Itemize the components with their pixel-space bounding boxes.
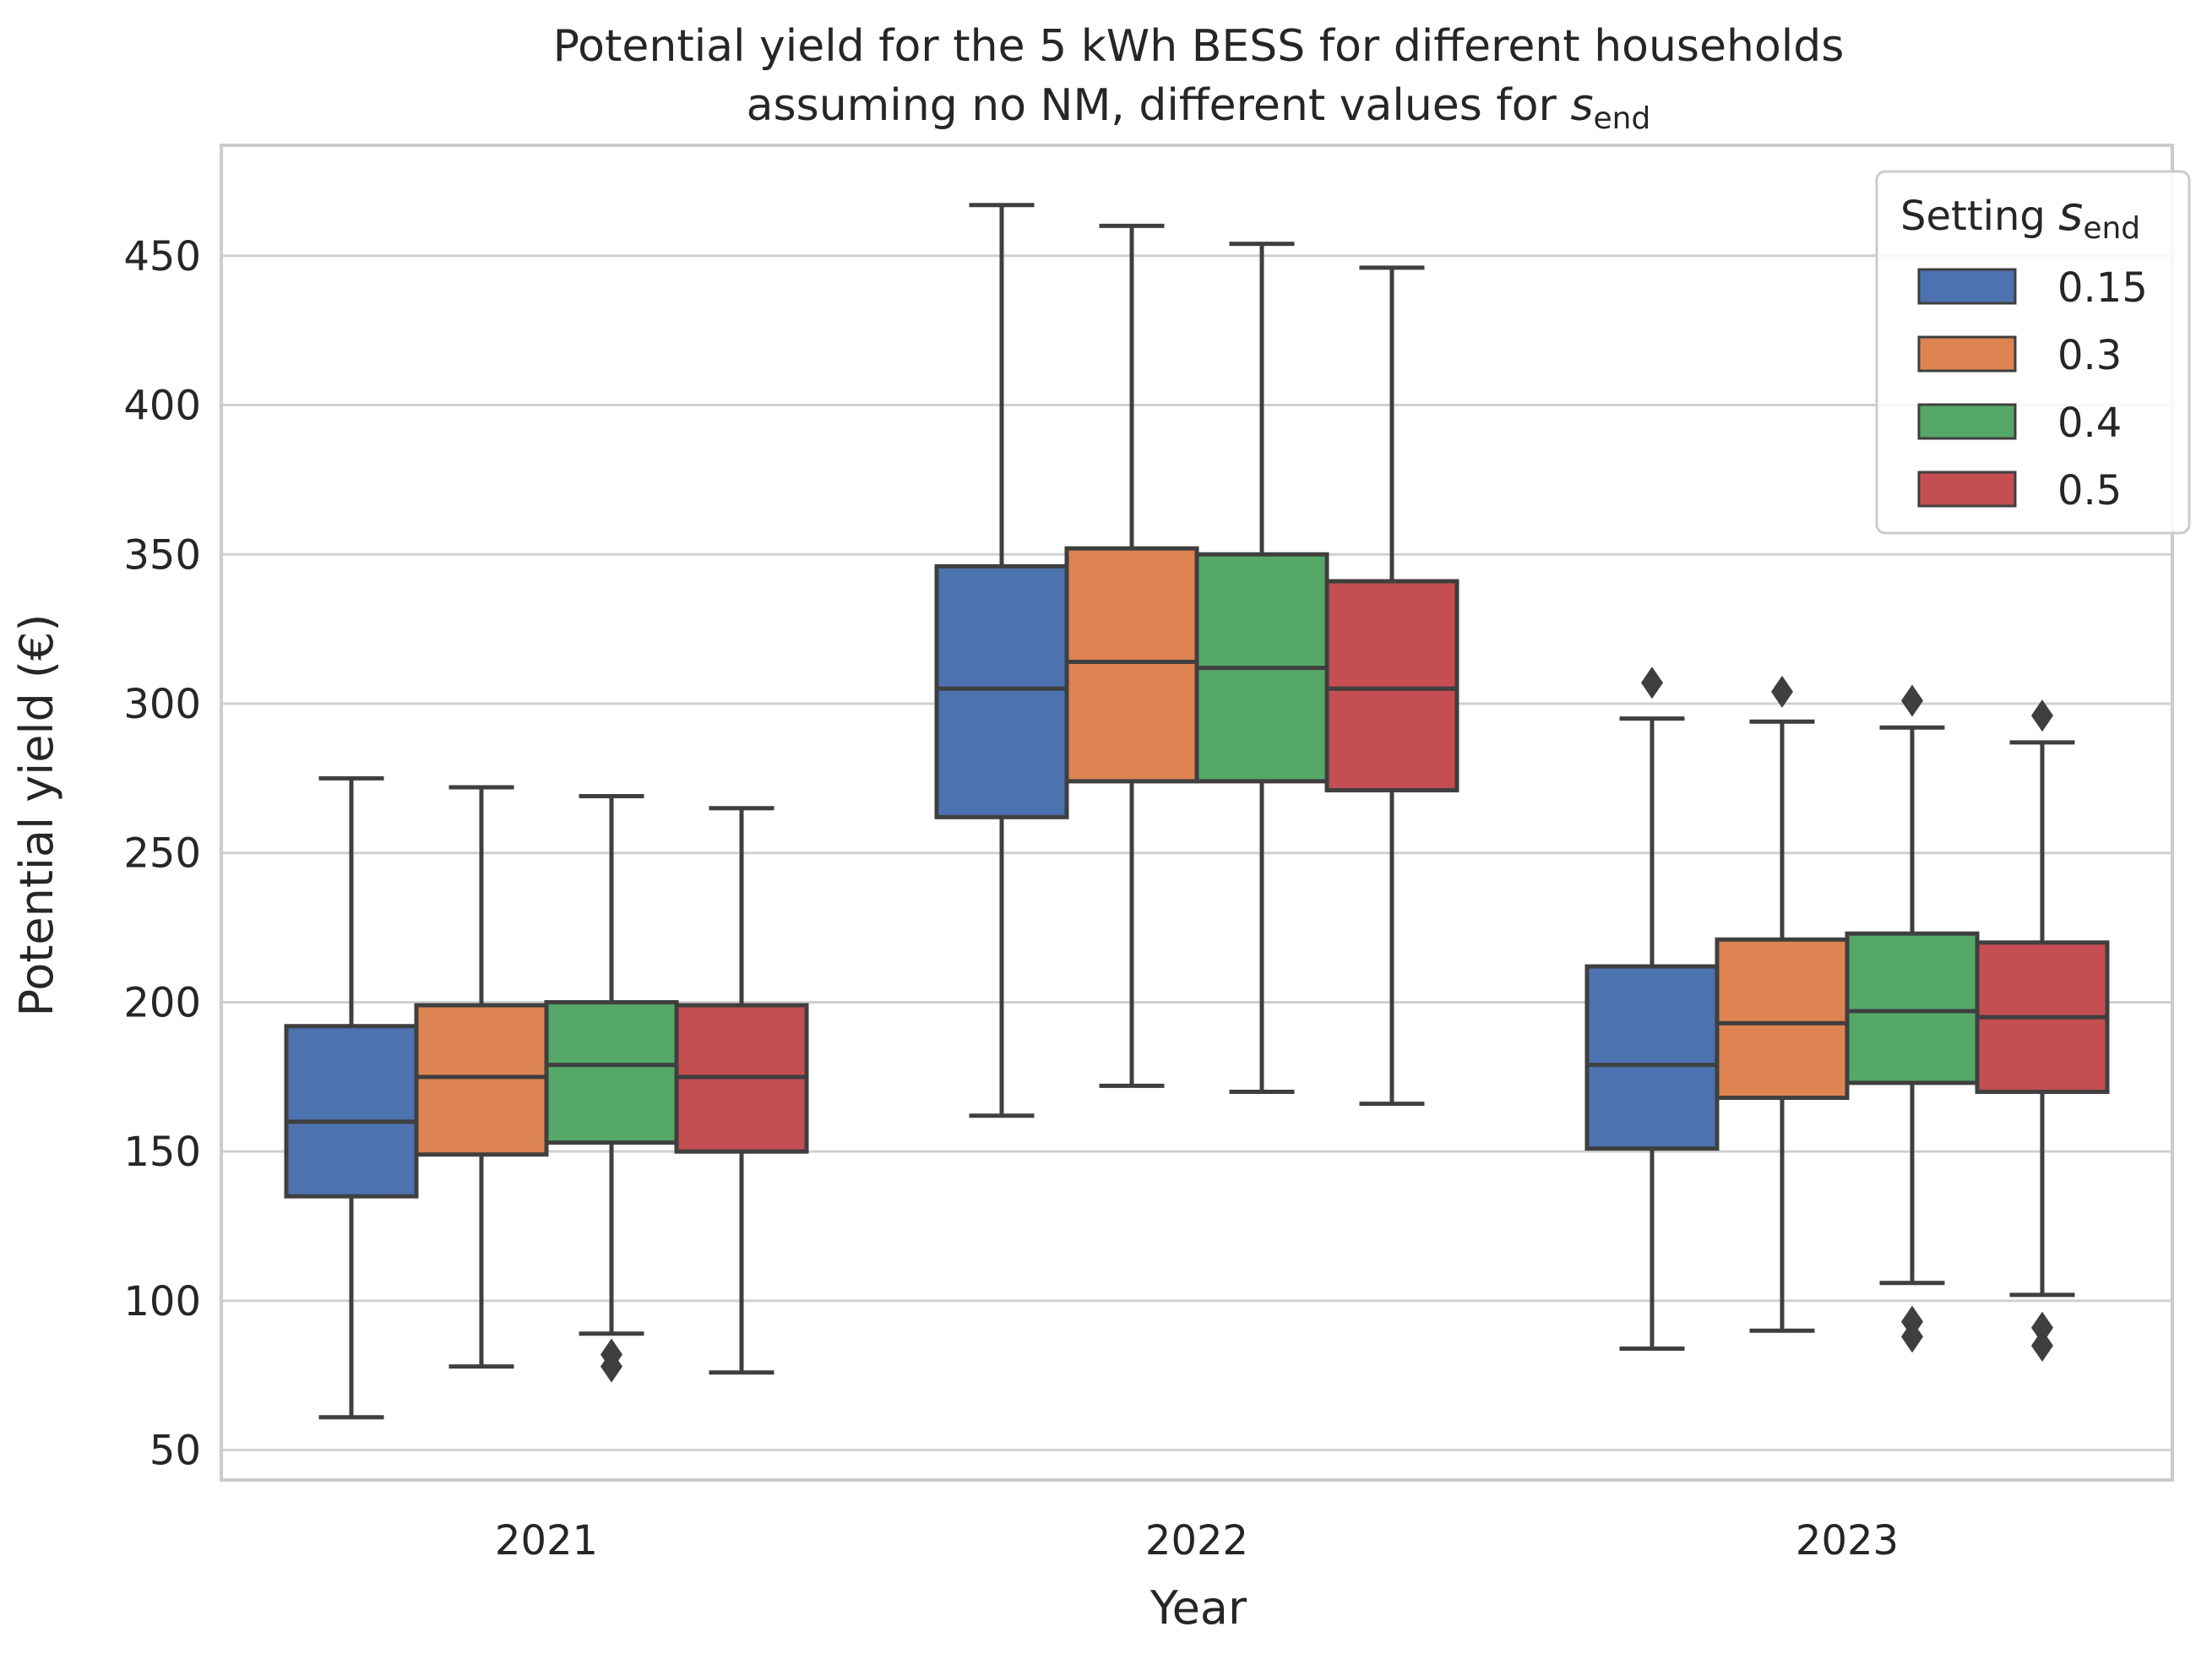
x-tick-label: 2021 xyxy=(495,1517,598,1564)
outlier-point xyxy=(1771,675,1793,708)
y-tick-label: 200 xyxy=(123,979,201,1026)
chart-title-symbol: s xyxy=(1570,80,1593,131)
legend-title-subscript: end xyxy=(2083,211,2140,246)
y-tick-label: 50 xyxy=(149,1428,201,1475)
outlier-point xyxy=(2031,1329,2053,1362)
box-iqr xyxy=(544,999,679,1145)
box-2022-0.4 xyxy=(1194,242,1329,1094)
x-tick-label: 2023 xyxy=(1796,1517,1899,1564)
legend-frame xyxy=(1875,170,2191,535)
box-iqr xyxy=(1715,937,1850,1101)
box-2023-0.3 xyxy=(1715,675,1850,1333)
legend-swatch xyxy=(1917,335,2017,373)
y-tick-label: 150 xyxy=(123,1129,201,1176)
box-groups xyxy=(284,203,2110,1420)
legend-title: Setting send xyxy=(1900,187,2140,246)
box-2022-0.15 xyxy=(934,203,1069,1118)
legend-swatch xyxy=(1917,268,2017,305)
legend: Setting send 0.15 0.3 0.4 0.5 xyxy=(1875,170,2191,535)
box-2021-0.15 xyxy=(284,775,419,1420)
box-iqr xyxy=(1324,579,1459,792)
box-iqr xyxy=(414,1003,549,1157)
legend-label: 0.4 xyxy=(2057,400,2122,447)
chart-title-line-2-prefix: assuming no NM, different values for xyxy=(747,80,1571,131)
chart-title-line-2: assuming no NM, different values for sen… xyxy=(747,80,1651,136)
legend-swatch xyxy=(1917,403,2017,440)
y-tick-label: 250 xyxy=(123,830,201,878)
y-axis-ticks: 50 100 150 200 250 300 350 400 450 xyxy=(123,233,201,1475)
box-iqr xyxy=(934,563,1069,819)
x-axis-ticks: 2021 2022 2023 xyxy=(495,1517,1899,1564)
legend-label: 0.15 xyxy=(2057,264,2148,312)
outlier-point xyxy=(1901,1320,1923,1353)
box-2021-0.4 xyxy=(544,794,679,1383)
y-axis-label: Potential yield (€) xyxy=(10,614,63,1017)
legend-items: 0.15 0.3 0.4 0.5 xyxy=(1917,264,2148,514)
outlier-point xyxy=(2031,699,2053,732)
legend-label: 0.5 xyxy=(2057,467,2122,514)
outlier-point xyxy=(1901,684,1923,717)
chart-title-subscript: end xyxy=(1594,101,1651,136)
box-2023-0.5 xyxy=(1975,699,2110,1362)
y-tick-label: 450 xyxy=(123,233,201,280)
box-2022-0.5 xyxy=(1324,265,1459,1107)
legend-label: 0.3 xyxy=(2057,332,2122,379)
chart-title-line-1: Potential yield for the 5 kWh BESS for d… xyxy=(553,21,1845,72)
y-tick-label: 400 xyxy=(123,383,201,430)
outlier-point xyxy=(1641,666,1663,699)
box-iqr xyxy=(1064,546,1199,784)
box-2021-0.3 xyxy=(414,785,549,1369)
y-tick-label: 300 xyxy=(123,681,201,728)
y-tick-label: 350 xyxy=(123,531,201,579)
box-2021-0.5 xyxy=(674,806,809,1375)
box-2022-0.3 xyxy=(1064,223,1199,1088)
legend-title-prefix: Setting xyxy=(1900,193,2058,240)
box-iqr xyxy=(284,1024,419,1199)
plot-area-frame xyxy=(220,144,2174,1482)
y-tick-label: 100 xyxy=(123,1278,201,1325)
x-tick-label: 2022 xyxy=(1145,1517,1248,1564)
legend-title-symbol: s xyxy=(2058,187,2083,242)
box-2023-0.4 xyxy=(1845,684,1980,1353)
box-iqr xyxy=(1584,964,1720,1151)
legend-swatch xyxy=(1917,471,2017,508)
chart-title: Potential yield for the 5 kWh BESS for d… xyxy=(553,21,1845,136)
outlier-point xyxy=(601,1350,622,1383)
box-iqr xyxy=(1845,931,1980,1085)
outlier-point xyxy=(2031,1311,2053,1344)
x-axis-label: Year xyxy=(1149,1581,1247,1635)
box-2023-0.15 xyxy=(1584,666,1720,1351)
